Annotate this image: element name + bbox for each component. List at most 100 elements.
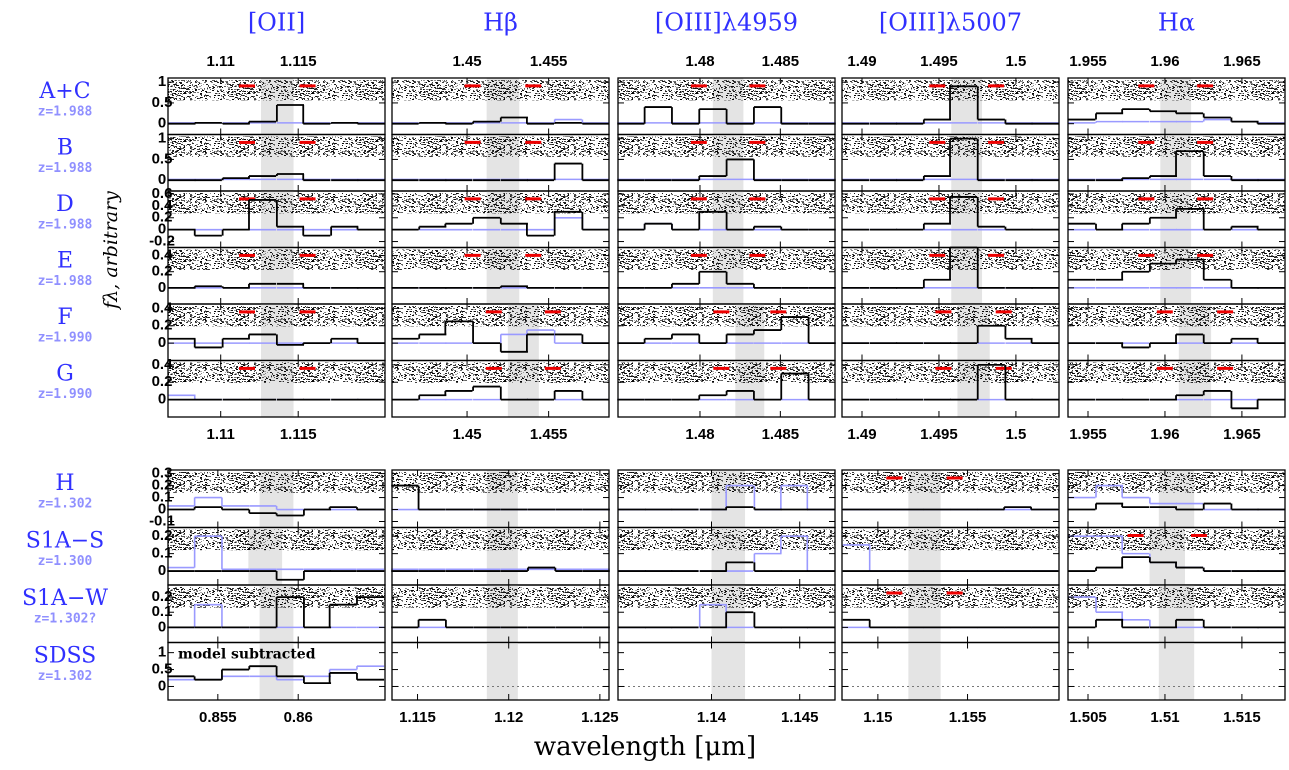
row-name: B [57,136,73,161]
x-tick-label: 1.115 [280,426,317,443]
x-tick-label: 1.49 [847,53,876,70]
observed-spectrum-riser [1121,259,1233,288]
y-tick-label: 0.5 [152,94,173,111]
x-tick-label: 1.495 [920,53,958,70]
observed-spectrum-riser [698,373,810,400]
x-tick-label: 1.14 [697,709,727,726]
y-tick-label: 0 [158,221,166,238]
line-window [711,642,746,700]
line-window [1158,642,1195,700]
x-tick-label: 1.49 [847,426,876,443]
y-tick-label: 0.1 [152,545,173,562]
x-tick-label: 1.455 [530,426,568,443]
observed-spectrum-riser [193,105,359,124]
row-redshift: z=1.988 [38,274,93,289]
y-tick-label: 0.2 [152,477,173,494]
y-tick-label: 0 [158,279,166,296]
observed-spectrum-riser [1095,619,1205,628]
y-tick-label: 0 [158,115,166,132]
2d-spectrum [1068,80,1285,101]
2d-spectrum [842,362,1059,383]
x-tick-label: 1.48 [685,53,714,70]
observed-spectrum-riser [275,597,358,628]
observed-spectrum-riser [193,199,359,236]
2d-spectrum [618,529,835,551]
y-tick-label: 0 [158,677,166,694]
panel-frame [391,359,610,418]
observed-spectrum-riser [725,507,756,510]
observed-spectrum-riser [643,317,810,344]
y-tick-label: 0 [158,618,166,635]
2d-spectrum [168,529,385,551]
x-tick-label: 1.485 [762,426,800,443]
observed-spectrum-riser [418,211,584,236]
y-tick-label: 0.2 [152,263,173,280]
observed-spectrum-riser [643,211,783,230]
x-tick-label: 1.15 [863,709,892,726]
2d-spectrum [618,80,835,101]
panel-frame [1067,359,1286,418]
observed-spectrum-riser [1095,208,1259,230]
2d-spectrum [1068,587,1285,608]
model-spectrum-riser [500,330,556,344]
y-tick-label: 0 [158,501,166,518]
2d-spectrum [618,136,835,157]
row-redshift: z=1.990 [38,331,93,346]
y-tick-label: 0.4 [152,356,174,373]
observed-spectrum-riser [275,571,305,580]
y-tick-label: 0.3 [152,465,173,482]
2d-spectrum [392,80,609,101]
x-tick-label: 1.505 [1069,709,1107,726]
observed-spectrum-riser [976,325,1033,344]
observed-spectrum-riser [527,567,557,572]
2d-spectrum [1068,529,1285,551]
x-tick-label: 1.955 [1069,53,1107,70]
observed-spectrum-riser [1095,557,1205,572]
row-name: F [57,305,72,330]
y-tick-label: 1 [158,130,166,147]
2d-spectrum [1068,306,1285,327]
x-tick-label: 1.495 [920,426,958,443]
2d-spectrum [168,472,385,493]
observed-spectrum-riser [1121,151,1233,181]
y-tick-label: 0.5 [152,661,173,678]
y-tick-label: 0.2 [152,209,173,226]
row-name: A+C [38,79,90,104]
x-tick-label: 1.45 [452,53,481,70]
2d-spectrum [618,193,835,214]
x-tick-label: 1.5 [1005,426,1026,443]
y-tick-label: 0 [158,391,166,408]
2d-spectrum [168,136,385,157]
row-name: G [56,362,74,387]
row-redshift: z=1.302? [34,612,97,627]
row-redshift: z=1.990 [38,387,93,402]
2d-spectrum [392,306,609,327]
y-tick-label: 0.2 [152,527,173,544]
observed-spectrum-riser [417,485,420,510]
column-title: [OIII]λ4959 [655,9,798,37]
line-window [486,642,518,700]
row-redshift: z=1.988 [38,161,93,176]
y-tick-label: 0.2 [152,373,173,390]
y-tick-label: 0.4 [152,247,174,264]
row-redshift: z=1.302 [38,497,93,512]
x-tick-label: 1.145 [781,709,819,726]
observed-spectrum-riser [1095,109,1259,124]
observed-spectrum-riser [499,286,528,288]
row-name: H [55,471,74,496]
x-tick-label: 1.48 [685,426,714,443]
2d-spectrum [842,472,1059,493]
observed-spectrum-riser [922,247,979,288]
x-tick-label: 1.485 [762,53,800,70]
row-name: E [57,249,73,274]
x-tick-label: 1.115 [399,709,436,726]
y-tick-label: 0.2 [152,317,173,334]
x-tick-label: 1.51 [1150,709,1179,726]
observed-spectrum-riser [1121,334,1259,348]
2d-spectrum [1068,362,1285,383]
y-tick-label: 0.5 [152,150,173,167]
row-name: D [56,192,74,217]
row-name: S1A−W [22,586,108,611]
observed-spectrum-riser [698,159,755,181]
y-tick-label: 0.4 [152,299,174,316]
